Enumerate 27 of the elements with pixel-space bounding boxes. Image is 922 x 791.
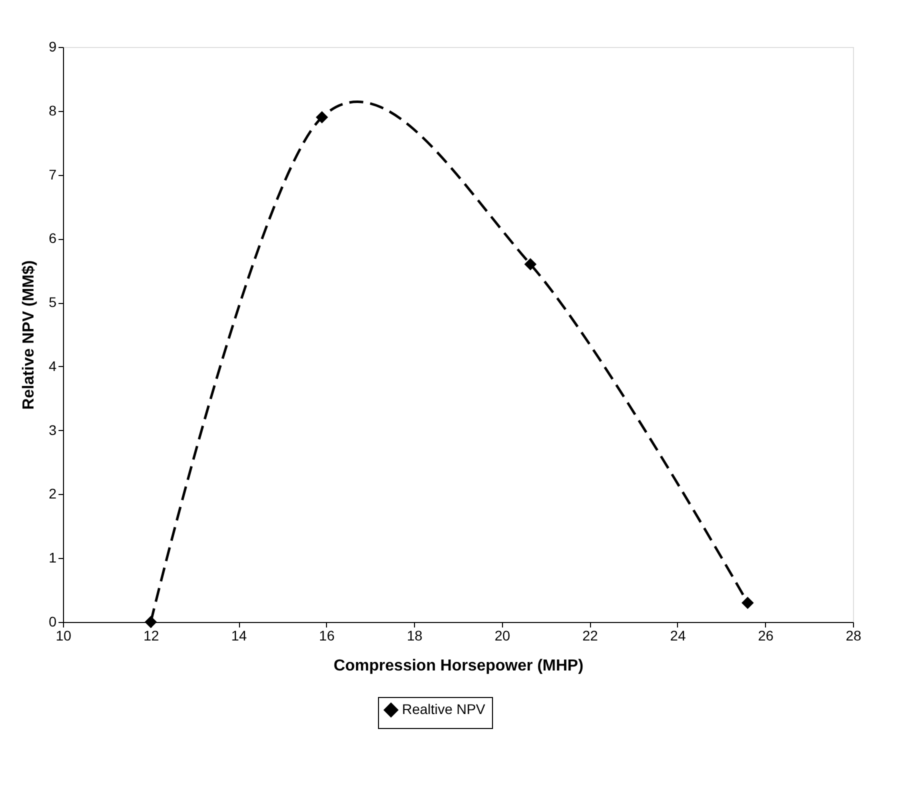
y-tick-label: 9	[48, 38, 57, 54]
y-tick-label: 0	[48, 614, 57, 630]
legend-label: Realtive NPV	[402, 701, 486, 717]
x-tick-label: 10	[56, 628, 72, 644]
y-tick-label: 3	[48, 422, 57, 438]
x-tick-label: 12	[143, 628, 160, 644]
x-tick-label: 16	[319, 628, 335, 644]
y-tick-label: 1	[48, 550, 57, 566]
x-tick-label: 26	[758, 628, 774, 644]
point	[742, 596, 754, 609]
x-tick-label: 24	[670, 628, 686, 644]
y-tick-label: 2	[48, 486, 57, 502]
point	[144, 616, 157, 628]
y-tick-label: 4	[48, 358, 57, 374]
point	[524, 258, 537, 270]
y-tick-label: 7	[48, 166, 57, 182]
x-tick-label: 20	[494, 628, 510, 644]
x-tick-label: 18	[406, 628, 423, 644]
x-axis-title: Compression Horsepower (MHP)	[334, 658, 584, 674]
y-tick-label: 8	[48, 102, 57, 118]
x-tick-label: 22	[582, 628, 598, 644]
y-tick-label: 6	[48, 230, 57, 246]
y-axis-title: Relative NPV (MM$)	[20, 260, 38, 410]
x-tick-label: 14	[231, 628, 248, 644]
y-tick-label: 5	[48, 294, 57, 310]
point	[316, 111, 328, 124]
x-tick-label: 28	[846, 628, 862, 644]
